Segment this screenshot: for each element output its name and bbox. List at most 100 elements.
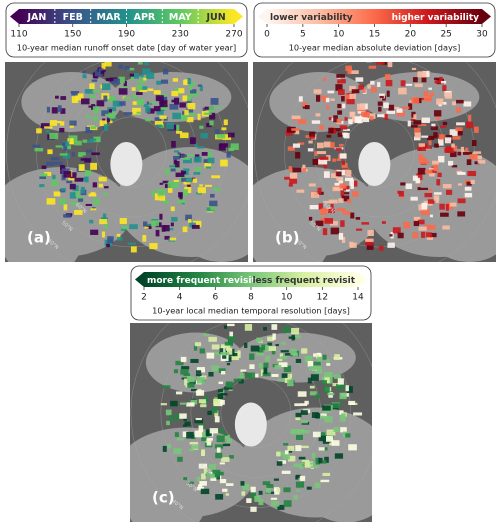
land-pixel: [414, 132, 421, 139]
land-pixel: [156, 124, 163, 128]
land-pixel: [227, 132, 235, 138]
land-pixel: [265, 345, 269, 352]
land-pixel: [163, 224, 170, 232]
land-pixel: [71, 92, 78, 96]
land-pixel: [246, 498, 252, 504]
land-pixel: [91, 152, 100, 156]
land-pixel: [474, 126, 479, 133]
land-pixel: [53, 191, 61, 197]
land-pixel: [98, 183, 103, 188]
land-pixel: [318, 457, 323, 464]
land-pixel: [405, 83, 413, 86]
land-pixel: [218, 381, 224, 385]
land-pixel: [299, 475, 306, 481]
land-pixel: [315, 369, 323, 374]
land-pixel: [332, 158, 336, 162]
land-pixel: [206, 471, 210, 477]
land-pixel: [341, 236, 346, 243]
land-pixel: [187, 102, 196, 110]
land-pixel: [322, 459, 327, 464]
land-pixel: [55, 145, 63, 148]
latitude-circle: [96, 116, 167, 188]
land-pixel: [467, 170, 477, 177]
end-label: lower variability: [270, 13, 353, 23]
land-pixel: [381, 221, 386, 224]
land-pixel: [192, 178, 198, 183]
land-pixel: [129, 73, 135, 77]
land-pixel: [223, 443, 231, 447]
land-pixel: [130, 246, 137, 253]
land-pixel: [140, 74, 144, 78]
land-pixel: [428, 140, 432, 146]
land-pixel: [336, 74, 345, 78]
land-pixel: [190, 445, 199, 449]
land-pixel: [233, 352, 238, 357]
land-pixel: [180, 170, 187, 174]
land-pixel: [457, 171, 466, 175]
land-pixel: [219, 478, 227, 484]
land-pixel: [104, 62, 112, 67]
land-pixel: [301, 445, 309, 449]
land-pixel: [330, 227, 340, 235]
land-pixel: [271, 349, 276, 355]
land-pixel: [170, 168, 176, 172]
land-pixel: [276, 461, 283, 466]
land-pixel: [345, 170, 352, 177]
land-pixel: [51, 178, 57, 181]
land-pixel: [244, 324, 253, 331]
land-pixel: [209, 473, 215, 479]
land-pixel: [328, 208, 335, 214]
land-pixel: [444, 147, 452, 153]
land-pixel: [348, 444, 357, 451]
tick-label: 190: [118, 30, 135, 40]
land-pixel: [211, 175, 221, 179]
land-pixel: [320, 217, 328, 223]
land-pixel: [239, 372, 245, 378]
land-pixel: [287, 379, 294, 387]
land-pixel: [124, 66, 130, 71]
land-pixel: [421, 202, 428, 210]
land-pixel: [57, 105, 62, 113]
greenland-ice: [358, 142, 391, 186]
month-label: FEB: [63, 12, 83, 23]
land-pixel: [370, 80, 375, 85]
land-pixel: [163, 68, 169, 75]
land-pixel: [340, 220, 345, 227]
land-pixel: [240, 481, 245, 486]
land-pixel: [60, 96, 67, 100]
land-pixel: [176, 131, 183, 134]
land-pixel: [419, 157, 428, 164]
land-pixel: [414, 127, 421, 134]
land-pixel: [282, 326, 287, 334]
land-pixel: [139, 89, 148, 93]
land-pixel: [63, 146, 68, 151]
land-pixel: [431, 123, 436, 129]
tick-label: 2: [141, 293, 147, 303]
tick-label: 110: [10, 30, 27, 40]
land-pixel: [295, 335, 301, 339]
land-pixel: [155, 229, 160, 237]
land-pixel: [184, 378, 188, 386]
land-pixel: [141, 86, 148, 92]
land-pixel: [411, 67, 417, 70]
land-pixel: [206, 352, 215, 359]
land-pixel: [346, 98, 355, 105]
land-pixel: [276, 488, 281, 493]
land-pixel: [212, 406, 218, 414]
land-pixel: [39, 176, 47, 180]
land-pixel: [291, 327, 300, 335]
land-pixel: [80, 186, 85, 194]
land-pixel: [444, 92, 453, 99]
land-pixel: [174, 432, 179, 437]
land-pixel: [195, 418, 202, 421]
land-pixel: [199, 184, 203, 187]
land-pixel: [396, 111, 405, 117]
land-pixel: [386, 90, 390, 97]
land-pixel: [240, 369, 247, 372]
land-pixel: [337, 110, 343, 115]
land-pixel: [195, 373, 202, 377]
land-pixel: [180, 356, 187, 363]
land-pixel: [296, 189, 305, 193]
land-pixel: [132, 94, 137, 99]
land-pixel: [219, 462, 225, 465]
